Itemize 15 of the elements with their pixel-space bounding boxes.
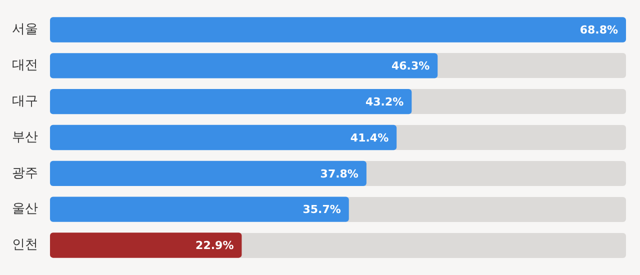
y-tick-label: 대전 bbox=[12, 58, 38, 74]
y-tick-label: 울산 bbox=[12, 202, 38, 217]
y-tick-label: 인천 bbox=[12, 238, 38, 253]
data-label: 35.7% bbox=[302, 203, 341, 216]
y-tick-label: 부산 bbox=[12, 130, 38, 145]
data-label: 43.2% bbox=[366, 95, 404, 108]
data-label: 46.3% bbox=[391, 60, 430, 73]
y-tick-label: 대구 bbox=[12, 94, 38, 109]
data-label: 68.8% bbox=[580, 24, 618, 37]
data-label: 37.8% bbox=[320, 167, 358, 180]
bar bbox=[50, 17, 626, 42]
y-tick-label: 서울 bbox=[12, 22, 38, 38]
data-label: 22.9% bbox=[196, 239, 234, 252]
data-label: 41.4% bbox=[350, 131, 389, 144]
y-tick-label: 광주 bbox=[12, 166, 38, 181]
